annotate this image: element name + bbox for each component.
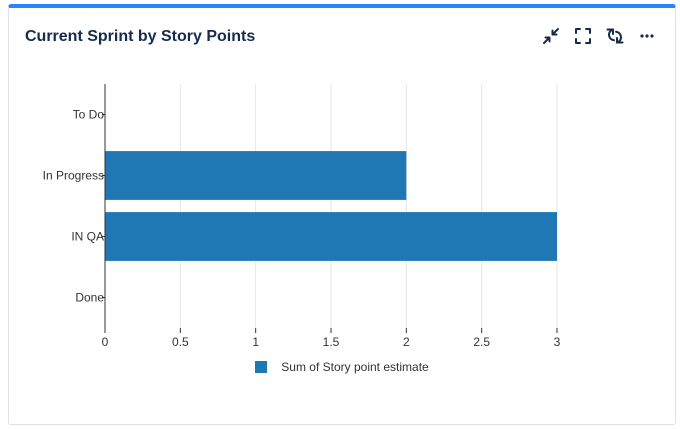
fullscreen-icon xyxy=(575,28,591,44)
x-tick-label: 1.5 xyxy=(323,335,340,349)
widget-header: Current Sprint by Story Points xyxy=(9,8,675,64)
y-category-label: In Progress xyxy=(43,169,104,183)
minimize-icon xyxy=(543,28,559,44)
chart-legend: Sum of Story point estimate xyxy=(9,360,675,374)
y-category-label: IN QA xyxy=(71,230,104,244)
x-tick-label: 1 xyxy=(252,335,259,349)
bar-chart: 0 0.5 1 1.5 2 2.5 3 To Do In Progress IN QA Done xyxy=(43,84,561,349)
bar xyxy=(105,212,557,261)
widget-title: Current Sprint by Story Points xyxy=(25,28,256,45)
legend-swatch xyxy=(255,361,268,373)
chart-area: 0 0.5 1 1.5 2 2.5 3 To Do In Progress IN QA Done xyxy=(9,60,675,355)
x-tick-label: 0.5 xyxy=(172,335,189,349)
bar xyxy=(105,151,407,200)
y-category-label: To Do xyxy=(73,108,105,122)
x-tick-label: 3 xyxy=(554,335,561,349)
minimize-button[interactable] xyxy=(541,26,561,46)
refresh-button[interactable] xyxy=(605,26,625,46)
widget-actions xyxy=(541,26,657,46)
fullscreen-button[interactable] xyxy=(573,26,593,46)
more-options-icon xyxy=(640,34,654,38)
x-tick-label: 2.5 xyxy=(473,335,490,349)
more-options-button[interactable] xyxy=(637,26,657,46)
x-tick-label: 0 xyxy=(102,335,109,349)
refresh-icon xyxy=(606,28,624,44)
legend-label: Sum of Story point estimate xyxy=(281,360,429,374)
x-tick-label: 2 xyxy=(403,335,410,349)
dashboard-widget: Current Sprint by Story Points xyxy=(8,4,676,425)
y-category-label: Done xyxy=(75,291,104,305)
